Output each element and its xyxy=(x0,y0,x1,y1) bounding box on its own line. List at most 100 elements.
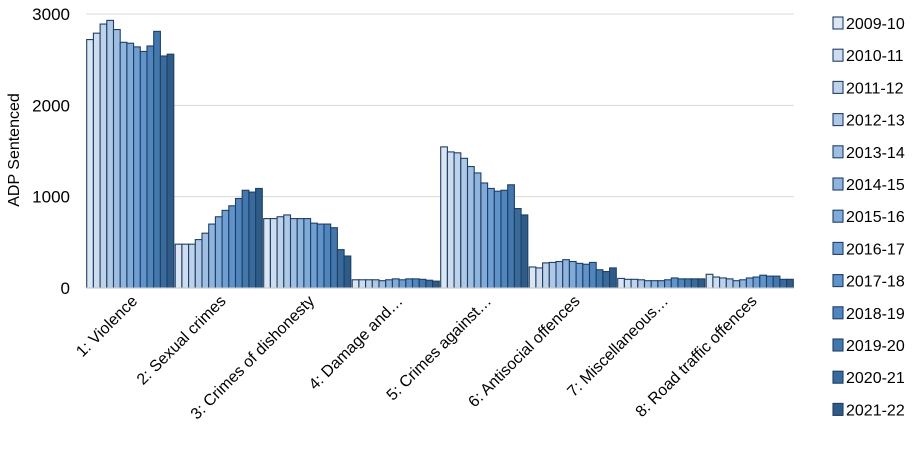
legend-item: 2012-13 xyxy=(832,113,905,130)
legend-label: 2017-18 xyxy=(846,274,905,291)
y-tick-label: 2000 xyxy=(32,96,70,115)
bar xyxy=(555,260,564,289)
bar xyxy=(398,279,407,289)
bar xyxy=(697,278,706,289)
bar xyxy=(119,41,128,289)
bar xyxy=(765,275,774,289)
bar xyxy=(637,279,646,289)
bar xyxy=(690,278,699,289)
bar xyxy=(772,275,781,289)
bar xyxy=(310,222,318,289)
legend-item: 2018-19 xyxy=(832,306,905,323)
legend-swatch xyxy=(832,338,844,352)
gridlines xyxy=(86,13,794,198)
bar xyxy=(630,278,639,289)
legend-swatch xyxy=(832,402,844,416)
bar xyxy=(234,197,243,289)
bar xyxy=(323,223,332,289)
bar xyxy=(507,184,515,289)
bar xyxy=(677,278,686,289)
legend-item: 2021-22 xyxy=(832,402,905,419)
legend-item: 2013-14 xyxy=(832,145,905,162)
bar-group xyxy=(440,146,529,289)
bar xyxy=(405,278,414,289)
legend-label: 2009-10 xyxy=(846,16,905,33)
bar xyxy=(99,23,108,289)
bar xyxy=(269,218,278,289)
bar xyxy=(684,278,692,289)
legend-swatch xyxy=(832,370,844,384)
bar xyxy=(779,278,788,289)
bar xyxy=(432,280,440,289)
bar xyxy=(391,278,400,289)
bar xyxy=(520,214,529,289)
legend-item: 2016-17 xyxy=(832,241,905,258)
legend-swatch xyxy=(832,306,844,320)
legend-item: 2017-18 xyxy=(832,274,905,291)
bar xyxy=(92,32,101,289)
bar xyxy=(221,209,230,289)
legend-label: 2012-13 xyxy=(846,113,905,130)
legend-label: 2014-15 xyxy=(846,177,905,194)
bar xyxy=(759,274,768,289)
legend-label: 2011-12 xyxy=(846,80,904,97)
y-tick-label: 3000 xyxy=(32,5,70,24)
legend-swatch xyxy=(832,113,844,127)
bar xyxy=(752,276,761,289)
bar xyxy=(418,278,427,289)
bar xyxy=(133,46,141,289)
bar-group xyxy=(351,278,440,289)
legend-swatch xyxy=(832,241,844,255)
bar xyxy=(411,278,420,289)
legend-item: 2010-11 xyxy=(832,48,904,65)
legend-label: 2021-22 xyxy=(846,402,905,419)
legend-label: 2015-16 xyxy=(846,209,905,226)
bar xyxy=(139,50,148,289)
legend-swatch xyxy=(832,145,844,159)
bar xyxy=(725,278,734,289)
bar xyxy=(582,263,591,289)
bar xyxy=(542,262,550,289)
legend-swatch xyxy=(832,48,844,62)
x-tick-label: 2: Sexual crimes xyxy=(134,293,230,389)
bar xyxy=(208,223,216,289)
legend-item: 2015-16 xyxy=(832,209,905,226)
bar xyxy=(126,42,135,289)
bar xyxy=(358,279,367,289)
bar xyxy=(657,280,666,289)
bars xyxy=(86,19,794,289)
bar xyxy=(609,267,617,289)
bar xyxy=(473,172,482,289)
bar xyxy=(466,165,475,289)
bar xyxy=(296,218,305,289)
bar xyxy=(283,214,292,289)
bar xyxy=(588,261,597,289)
bar xyxy=(241,189,250,289)
bar xyxy=(343,255,352,289)
bar xyxy=(453,152,462,289)
legend-label: 2010-11 xyxy=(846,48,904,65)
bar xyxy=(248,191,257,289)
bar xyxy=(739,279,747,289)
bar xyxy=(548,261,557,289)
bar xyxy=(351,279,360,289)
bar xyxy=(112,28,121,289)
bar xyxy=(562,259,570,289)
bar-group xyxy=(174,187,263,289)
x-tick-label: 4: Damage and… xyxy=(306,293,407,394)
bar-group xyxy=(263,214,352,289)
bar xyxy=(528,266,537,289)
legend-label: 2019-20 xyxy=(846,338,905,355)
bar xyxy=(371,279,380,289)
bar xyxy=(153,30,161,289)
bar xyxy=(650,280,659,289)
bar-group xyxy=(528,259,617,289)
bar xyxy=(446,151,455,289)
bar xyxy=(336,249,345,289)
y-axis-label: ADP Sentenced xyxy=(6,93,23,207)
bar xyxy=(228,205,237,289)
bar xyxy=(385,279,393,289)
legend-swatch xyxy=(832,209,844,223)
bar xyxy=(201,232,210,289)
